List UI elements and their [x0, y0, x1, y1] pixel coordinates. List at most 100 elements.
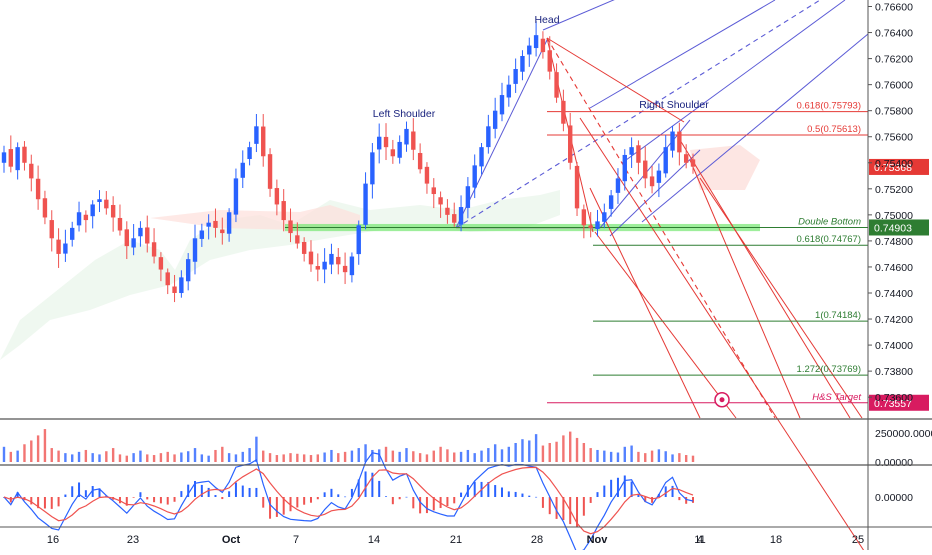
macd-histogram-bar: [460, 492, 463, 497]
candle-body: [185, 259, 191, 282]
macd-histogram-bar: [275, 497, 278, 517]
candle-body: [581, 209, 587, 226]
price-tick-label: 0.76200: [875, 54, 913, 66]
price-badge-label: 0.75368: [874, 162, 912, 174]
volume-bar: [227, 453, 231, 462]
volume-bar: [473, 453, 476, 462]
candle-body: [226, 212, 232, 234]
pattern-label: Left Shoulder: [373, 108, 436, 120]
volume-bar: [562, 435, 565, 462]
volume-bar: [255, 436, 258, 462]
volume-bar: [377, 449, 381, 462]
macd-histogram-bar: [644, 497, 647, 503]
time-tick-label: 21: [450, 534, 462, 546]
time-tick-label: Oct: [222, 534, 241, 546]
price-badge-label: 0.73557: [874, 398, 912, 410]
channel-line: [621, 0, 846, 164]
volume-bar: [609, 451, 613, 462]
volume-bar: [36, 435, 40, 462]
candle-body: [349, 256, 355, 276]
candle-body: [329, 253, 334, 265]
volume-tick-label: 0.00000: [875, 457, 913, 469]
macd-histogram-bar: [630, 481, 633, 497]
volume-bar: [521, 439, 524, 462]
volume-bar: [589, 448, 592, 462]
macd-histogram-bar: [596, 492, 599, 497]
volume-bar: [152, 455, 156, 462]
macd-histogram-bar: [316, 497, 319, 500]
volume-bar: [71, 454, 74, 462]
macd-histogram-bar: [425, 497, 428, 514]
time-tick-label: 11: [694, 534, 705, 546]
candle-body: [15, 147, 20, 171]
macd-histogram-bar: [228, 491, 231, 497]
time-tick-label: Nov: [587, 534, 609, 546]
volume-bar: [630, 445, 633, 462]
macd-histogram-bar: [589, 497, 592, 503]
volume-bar: [493, 444, 497, 462]
candles-layer: [1, 21, 696, 303]
volume-bar: [412, 451, 415, 462]
macd-histogram-bar: [221, 497, 224, 500]
macd-histogram-bar: [159, 497, 162, 504]
channel-line: [589, 0, 776, 109]
candle-body: [233, 178, 239, 215]
candle-body: [438, 197, 443, 205]
macd-histogram-bar: [535, 496, 538, 498]
candle-body: [56, 239, 61, 254]
price-badge: [869, 158, 929, 175]
volume-bar: [405, 448, 408, 462]
candle-body: [445, 207, 450, 215]
macd-signal-line: [3, 466, 694, 535]
volume-bar: [671, 454, 674, 462]
candle-body: [574, 165, 580, 209]
volume-bar: [487, 448, 490, 462]
candle-body: [656, 170, 662, 183]
volume-bar: [180, 452, 183, 462]
candle-body: [49, 220, 54, 239]
candle-body: [356, 225, 361, 255]
macd-histogram-bar: [385, 496, 388, 497]
volume-bar: [173, 454, 176, 462]
candle-body: [301, 241, 307, 254]
candle-body: [117, 217, 123, 231]
volume-bar: [459, 451, 463, 462]
volume-bar: [221, 446, 224, 462]
volume-bar: [418, 453, 422, 462]
volume-bar: [330, 449, 333, 462]
macd-histogram-bar: [398, 497, 401, 500]
candle-body: [165, 272, 170, 286]
candle-body: [267, 154, 273, 189]
volume-bar: [541, 445, 545, 462]
candle-body: [397, 141, 402, 158]
macd-histogram-bar: [582, 497, 585, 516]
candle-body: [76, 212, 82, 226]
candle-body: [492, 110, 498, 129]
macd-histogram-bar: [132, 497, 135, 498]
time-tick-label: 7: [293, 534, 299, 546]
price-tick-label: 0.75600: [875, 132, 913, 144]
candle-body: [315, 266, 321, 270]
volume-bar: [23, 444, 26, 462]
volume-bar: [480, 450, 483, 462]
price-badge-label: 0.74903: [874, 222, 912, 234]
macd-histogram-bar: [146, 497, 149, 500]
candle-body: [390, 149, 396, 157]
candle-body: [281, 201, 286, 221]
volume-bar: [200, 454, 204, 462]
volume-bar: [268, 453, 272, 462]
volume-bar: [118, 454, 122, 462]
channel-median-line: [455, 0, 822, 229]
macd-histogram-bar: [187, 484, 190, 497]
candle-body: [404, 128, 409, 145]
ichimoku-cloud: [690, 145, 760, 190]
candle-body: [35, 178, 41, 200]
volume-bar: [357, 448, 360, 462]
candle-body: [151, 242, 157, 257]
candle-body: [533, 35, 539, 49]
macd-histogram-bar: [255, 487, 258, 497]
candle-body: [254, 126, 259, 144]
candle-body: [192, 238, 198, 262]
